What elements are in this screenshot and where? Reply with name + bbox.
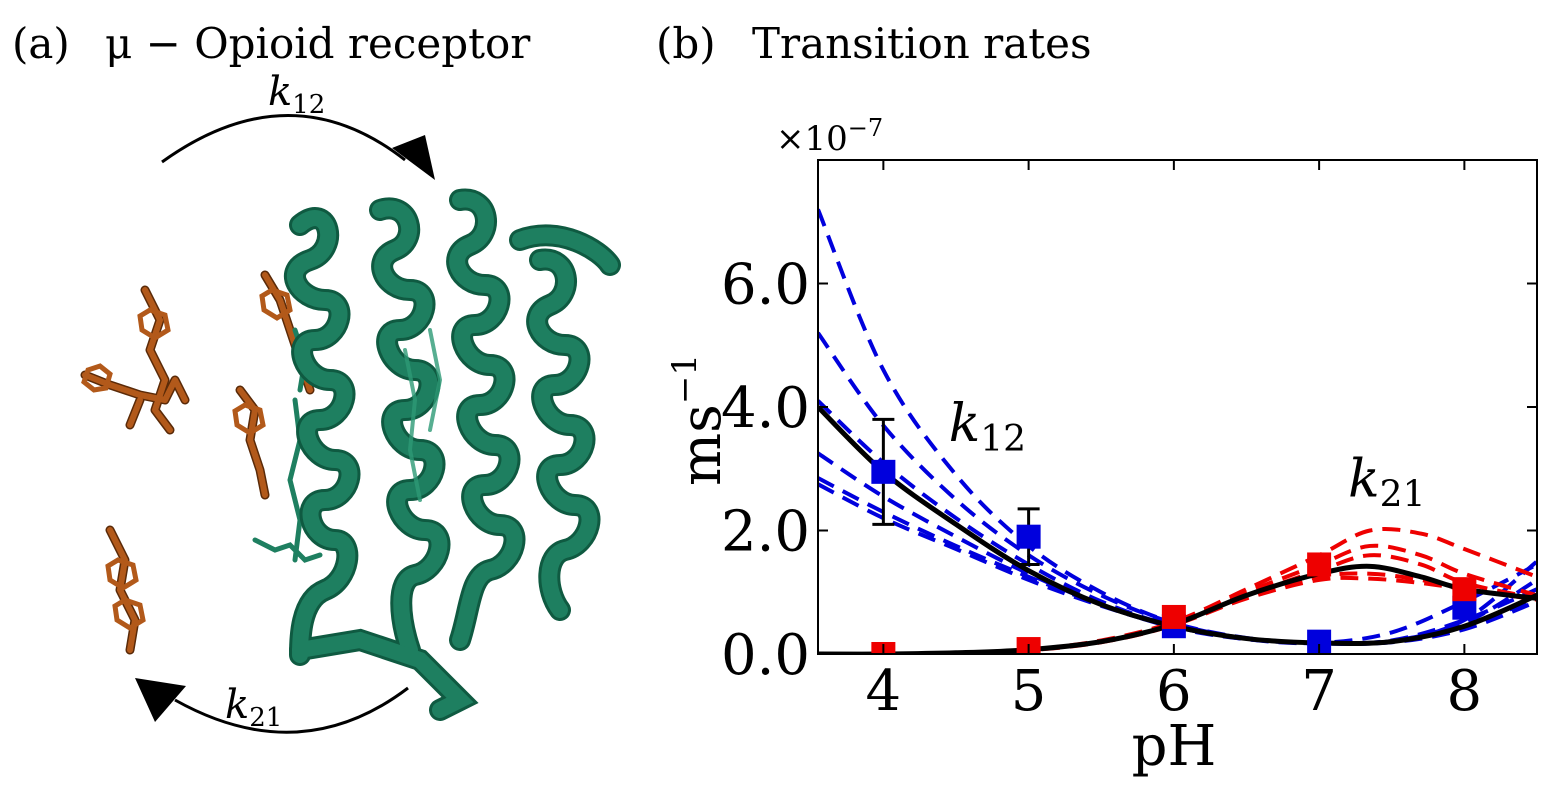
plot-area xyxy=(818,208,1537,654)
y-tick-label-3: 6.0 xyxy=(721,253,810,318)
panel-a-letter: (a) xyxy=(12,19,70,68)
arrow-k21 xyxy=(174,686,409,734)
x-tick-label-1: 5 xyxy=(1011,659,1047,724)
panel-b-title: Transition rates xyxy=(752,19,1092,68)
annotation-main-1: k xyxy=(1348,450,1380,510)
x-tick-label-4: 8 xyxy=(1447,659,1483,724)
annotation-main-0: k xyxy=(949,394,981,454)
panel-a-title: μ − Opioid receptor xyxy=(105,19,531,68)
panel-b: (b) Transition rates 4 5 6 7 8 0.0 2.0 4.0 6.0 p… xyxy=(656,19,1538,779)
y-tick-label-0: 0.0 xyxy=(721,623,810,688)
ligand-molecules xyxy=(80,270,315,655)
k21-sample-line-2 xyxy=(818,553,1537,654)
panel-b-letter: (b) xyxy=(656,19,716,68)
panel-a: (a) μ − Opioid receptor k12 k21 xyxy=(12,19,621,734)
arrow-k12-label: k12 xyxy=(268,69,325,120)
k12-point-1 xyxy=(1016,524,1041,549)
axis-ticks: 4 5 6 7 8 0.0 2.0 4.0 6.0 xyxy=(721,160,1537,724)
k12-point-0 xyxy=(871,459,896,484)
annotation-k21: k21 xyxy=(1348,450,1425,516)
arrow-k21-head xyxy=(135,678,186,722)
x-tick-label-0: 4 xyxy=(866,659,902,724)
y-multiplier: ×10−7 xyxy=(776,114,883,159)
arrow-k12 xyxy=(161,114,406,164)
k12-sample-line-1 xyxy=(818,331,1537,646)
k21-point-3 xyxy=(1307,552,1332,577)
y-tick-label-1: 2.0 xyxy=(721,500,810,565)
annotation-k12: k12 xyxy=(949,394,1026,460)
y-tick-label-2: 4.0 xyxy=(721,376,810,441)
arrow-k12-head xyxy=(392,135,435,180)
k21-point-4 xyxy=(1452,577,1477,602)
x-tick-label-3: 7 xyxy=(1301,659,1337,724)
y-axis-label: ms−1 xyxy=(665,354,734,486)
k21-point-2 xyxy=(1161,604,1186,629)
ligand-rings xyxy=(81,287,293,631)
arrow-k21-label: k21 xyxy=(225,682,282,733)
x-tick-label-2: 6 xyxy=(1156,659,1192,724)
annotation-sub-1: 21 xyxy=(1380,475,1426,516)
annotation-sub-0: 12 xyxy=(980,419,1026,460)
protein-ribbon xyxy=(284,188,621,721)
x-axis-label: pH xyxy=(1132,714,1217,779)
